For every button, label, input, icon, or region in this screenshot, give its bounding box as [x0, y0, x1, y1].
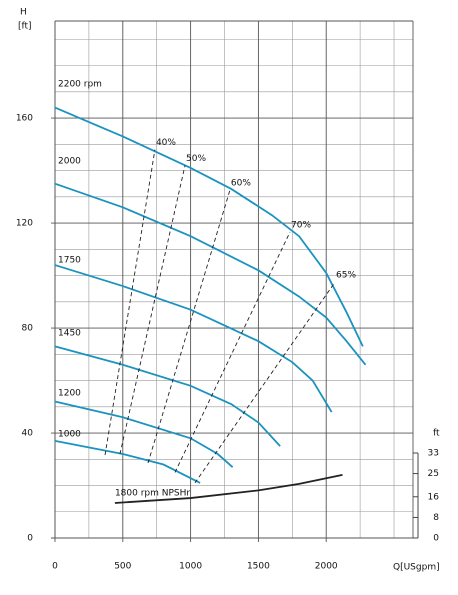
- curve-label: 2000: [58, 157, 81, 167]
- y2-tick-label: 0: [433, 534, 439, 544]
- efficiency-line: [194, 281, 336, 484]
- x-tick-label: 1000: [179, 562, 202, 572]
- y-axis-label-top: H: [20, 8, 27, 18]
- efficiency-line: [119, 165, 186, 455]
- curve-label: 1200: [58, 389, 81, 399]
- efficiency-label: 40%: [156, 138, 176, 148]
- x-tick-label: 1500: [247, 562, 270, 572]
- y2-axis-label: ft: [433, 429, 440, 439]
- efficiency-label: 70%: [291, 220, 311, 230]
- x-tick-label: 0: [52, 562, 58, 572]
- efficiency-label: 50%: [186, 154, 206, 164]
- efficiency-line: [104, 149, 156, 456]
- efficiency-label: 60%: [231, 179, 251, 189]
- curve: [54, 182, 367, 366]
- y-tick-label: 160: [16, 114, 33, 124]
- efficiency-line: [147, 189, 231, 464]
- curve-label: 2200 rpm: [58, 80, 102, 90]
- y-axis-label: [ft]: [18, 22, 32, 32]
- y2-tick-label: 16: [428, 492, 440, 502]
- curve: [54, 345, 281, 447]
- y2-tick-label: 25: [428, 469, 439, 479]
- y-tick-label: 80: [22, 324, 34, 334]
- curve: [54, 264, 333, 413]
- curve: [54, 400, 234, 468]
- curve-label: 1750: [58, 256, 81, 266]
- curve-label: 1450: [58, 329, 81, 339]
- x-axis-label: Q[USgpm]: [393, 563, 440, 573]
- x-tick-label: 500: [114, 562, 131, 572]
- y2-tick-label: 8: [433, 513, 439, 523]
- curve: [54, 440, 201, 484]
- curve-label: 1000: [58, 430, 81, 440]
- curve: [54, 106, 364, 347]
- x-tick-label: 2000: [315, 562, 338, 572]
- y-tick-label: 0: [27, 534, 33, 544]
- y-tick-label: 120: [16, 219, 33, 229]
- y-tick-label: 40: [22, 429, 34, 439]
- efficiency-line: [174, 231, 291, 473]
- curve: [114, 474, 343, 504]
- efficiency-label: 65%: [336, 271, 356, 281]
- y2-tick-label: 33: [428, 449, 439, 459]
- curve-label: 1800 rpm NPSHr: [115, 488, 190, 498]
